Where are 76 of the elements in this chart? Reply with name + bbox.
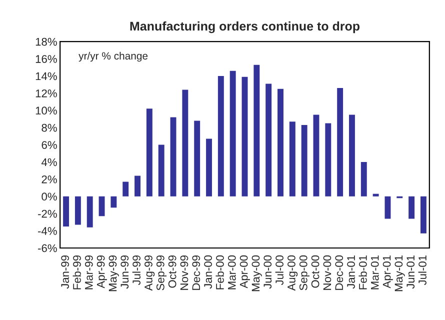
x-tick-label: Dec-99 xyxy=(192,255,200,290)
bar xyxy=(289,122,296,196)
x-tick-label: May-99 xyxy=(108,255,119,292)
y-tick-label: 16% xyxy=(36,55,57,63)
x-tick-label: Jun-01 xyxy=(406,255,415,289)
annotation: yr/yr % change xyxy=(78,52,148,62)
x-tick-label: Oct-00 xyxy=(311,255,320,288)
x-tick-label: Jun-99 xyxy=(120,255,129,289)
bar xyxy=(146,108,152,196)
x-tick-label: Jan-99 xyxy=(61,255,70,289)
bar xyxy=(74,196,81,225)
y-tick-label: 18% xyxy=(36,38,57,46)
y-tick-label: 12% xyxy=(36,89,57,98)
x-tick-label: Aug-99 xyxy=(144,255,155,291)
bar xyxy=(372,194,379,196)
bar xyxy=(242,76,248,196)
x-tick-label: Jul-99 xyxy=(132,255,140,286)
x-tick-label: Apr-00 xyxy=(240,255,250,288)
bar xyxy=(278,88,284,196)
y-tick-label: -2% xyxy=(38,210,57,218)
y-tick-label: 14% xyxy=(36,72,57,80)
y-tick-label: 6% xyxy=(42,141,57,149)
bar xyxy=(170,117,176,196)
bar xyxy=(301,125,308,196)
bar xyxy=(134,176,140,196)
x-tick-label: Dec-00 xyxy=(335,255,344,290)
x-tick-label: Feb-01 xyxy=(358,255,367,290)
bar xyxy=(325,123,332,196)
bar xyxy=(254,64,260,196)
x-tick-label: Jun-00 xyxy=(264,255,272,289)
y-tick-label: -6% xyxy=(38,244,57,252)
x-tick-label: Jan-01 xyxy=(347,255,355,289)
bar xyxy=(266,84,272,196)
y-tick-label: 4% xyxy=(41,158,57,166)
bar xyxy=(158,144,164,196)
x-tick-label: Jul-00 xyxy=(275,255,284,286)
bar xyxy=(86,196,93,228)
bar xyxy=(360,162,367,196)
x-tick-label: Apr-01 xyxy=(382,255,393,288)
x-tick-label: Feb-00 xyxy=(216,255,224,290)
x-tick-label: Aug-00 xyxy=(288,255,298,291)
x-tick-label: Nov-00 xyxy=(323,255,332,290)
bar xyxy=(218,76,224,196)
x-tick-label: Mar-00 xyxy=(228,255,236,290)
bar xyxy=(313,114,320,196)
bar xyxy=(206,138,212,196)
y-tick-label: 10% xyxy=(36,106,57,115)
y-tick-label: 0% xyxy=(42,192,57,201)
bar xyxy=(98,196,105,216)
bar xyxy=(337,88,344,196)
x-tick-label: Sep-99 xyxy=(156,255,167,290)
bar xyxy=(194,120,200,196)
x-tick-label: Mar-99 xyxy=(84,255,93,290)
x-tick-label: Mar-01 xyxy=(370,255,379,290)
bar xyxy=(420,196,426,234)
bar xyxy=(230,70,236,196)
y-tick-label: -4% xyxy=(38,227,57,235)
x-tick-label: May-01 xyxy=(394,255,405,292)
x-tick-label: Oct-99 xyxy=(168,255,176,288)
bar xyxy=(384,196,391,219)
bar xyxy=(110,196,117,208)
y-tick-label: 8% xyxy=(42,124,57,132)
bar xyxy=(349,114,355,196)
x-tick-label: Sep-00 xyxy=(299,255,310,290)
bar xyxy=(122,182,129,196)
x-tick-label: Jul-01 xyxy=(418,255,426,286)
x-tick-label: Apr-99 xyxy=(96,255,107,288)
chart-title: Manufacturing orders continue to drop xyxy=(130,21,360,34)
y-tick-label: 2% xyxy=(42,175,57,184)
x-tick-label: Feb-99 xyxy=(72,255,81,290)
bar xyxy=(63,196,70,226)
x-tick-label: May-00 xyxy=(252,255,262,292)
x-tick-label: Jan-00 xyxy=(204,255,212,289)
x-tick-label: Nov-99 xyxy=(180,255,188,290)
bar xyxy=(182,90,188,196)
bar xyxy=(408,196,415,219)
